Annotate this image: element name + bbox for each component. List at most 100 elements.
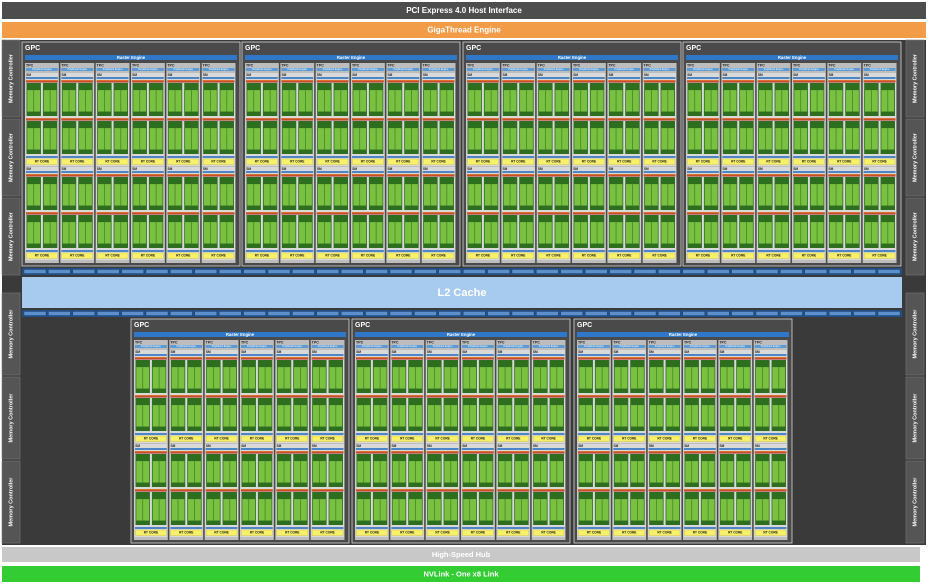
sm-stripe <box>316 119 349 121</box>
sm-stripe <box>167 213 200 215</box>
sm-label: SM <box>388 73 393 77</box>
sm-stripe <box>61 81 94 83</box>
sm-stripe <box>537 119 570 121</box>
cuda-core-divider <box>852 222 853 244</box>
sm-blue-base <box>467 250 499 252</box>
cuda-core-divider <box>253 184 255 206</box>
rt-core <box>864 252 896 259</box>
sm-blue-base <box>276 527 309 529</box>
sm-label: SM <box>720 444 725 448</box>
sm-stripe <box>722 174 755 176</box>
tpc-label: TPC <box>206 340 214 344</box>
cuda-core-divider <box>781 184 783 206</box>
cuda-core-divider <box>226 128 228 150</box>
polymorph-engine <box>462 345 494 348</box>
cuda-core-divider <box>870 222 872 244</box>
cuda-core-divider <box>655 499 657 521</box>
sm-blue-base <box>241 433 273 435</box>
l2-segment <box>877 311 901 316</box>
sm-stripe <box>422 119 455 121</box>
sm-stripe <box>863 80 896 82</box>
cuda-core-divider <box>379 367 381 389</box>
gpc-label: GPC <box>245 45 260 52</box>
sm-stripe <box>356 451 388 453</box>
sm-blue-base <box>684 433 716 435</box>
sm-stripe <box>793 175 825 177</box>
memory-controller <box>905 292 925 376</box>
cuda-core-divider <box>504 461 506 483</box>
cuda-core-divider <box>248 461 250 483</box>
sm-label: SM <box>538 73 543 77</box>
l2-segment <box>707 311 730 316</box>
rt-core-label: RT CORE <box>511 254 525 258</box>
sm-stripe <box>613 357 646 359</box>
cuda-core-divider <box>120 128 122 150</box>
sm-label: SM <box>503 73 508 77</box>
sm-stripe <box>422 174 455 176</box>
rt-core <box>613 529 645 536</box>
sm-stripe <box>281 119 314 121</box>
sm-stripe <box>537 81 570 83</box>
sm-stripe <box>467 175 499 177</box>
tpc-label: TPC <box>276 340 284 344</box>
sm-band <box>135 448 167 450</box>
sm-stripe <box>132 212 164 214</box>
sm-stripe <box>502 119 535 121</box>
rt-core-label: RT CORE <box>396 254 410 258</box>
cuda-core-divider <box>103 90 105 112</box>
cuda-core-divider <box>212 461 214 483</box>
sm-stripe <box>462 395 494 397</box>
sm-stripe <box>352 81 384 83</box>
sm-stripe <box>26 213 58 215</box>
sm-stripe <box>497 489 530 491</box>
raster-engine-label: Raster Engine <box>117 55 146 60</box>
l2-segment <box>780 311 803 316</box>
cuda-core-divider <box>707 367 709 389</box>
cuda-core-divider <box>68 128 70 150</box>
polymorph-engine <box>684 345 716 348</box>
cuda-core-divider <box>504 367 506 389</box>
rt-core <box>206 435 238 442</box>
sm-stripe <box>467 213 499 215</box>
sm-stripe <box>578 396 610 398</box>
sm-stripe <box>205 489 238 491</box>
sm-stripe <box>863 212 896 214</box>
cuda-core-divider <box>209 222 211 244</box>
cuda-core-divider <box>632 90 633 112</box>
rt-core <box>135 435 167 442</box>
cuda-core-divider <box>852 184 853 206</box>
cuda-core-divider <box>743 405 744 427</box>
cuda-core-divider <box>103 222 105 244</box>
cuda-core-divider <box>778 499 780 521</box>
cuda-core-divider <box>539 461 541 483</box>
sm-band <box>754 354 787 356</box>
polymorph-label: PolyMorph Engine <box>503 345 523 348</box>
polymorph-label: PolyMorph Engine <box>318 345 338 348</box>
cuda-core-divider <box>158 405 160 427</box>
sm-blue-base <box>863 156 896 158</box>
cuda-core-divider <box>816 184 818 206</box>
cuda-core-divider <box>323 128 325 150</box>
sm-stripe <box>132 80 164 82</box>
cuda-core-divider <box>194 499 195 521</box>
cuda-core-divider <box>177 499 179 521</box>
sm-stripe <box>26 81 58 83</box>
sm-stripe <box>387 212 420 214</box>
cuda-core-divider <box>521 367 522 389</box>
rt-core-label: RT CORE <box>35 160 49 164</box>
sm-stripe <box>684 358 716 360</box>
sm-band <box>352 77 384 79</box>
rt-core <box>533 435 565 442</box>
tpc-label: TPC <box>828 63 836 67</box>
cuda-core-divider <box>781 90 783 112</box>
rt-core <box>167 158 199 165</box>
sm-stripe <box>96 118 129 120</box>
memory-controller-label: Memory Controller <box>8 211 14 261</box>
sm-band <box>356 354 388 356</box>
sm-stripe <box>537 118 570 120</box>
cuda-core-divider <box>474 184 476 206</box>
raster-engine-label: Raster Engine <box>778 55 807 60</box>
memory-controller-label: Memory Controller <box>8 309 14 359</box>
sm-stripe <box>241 358 273 360</box>
memory-controller <box>1 197 21 276</box>
